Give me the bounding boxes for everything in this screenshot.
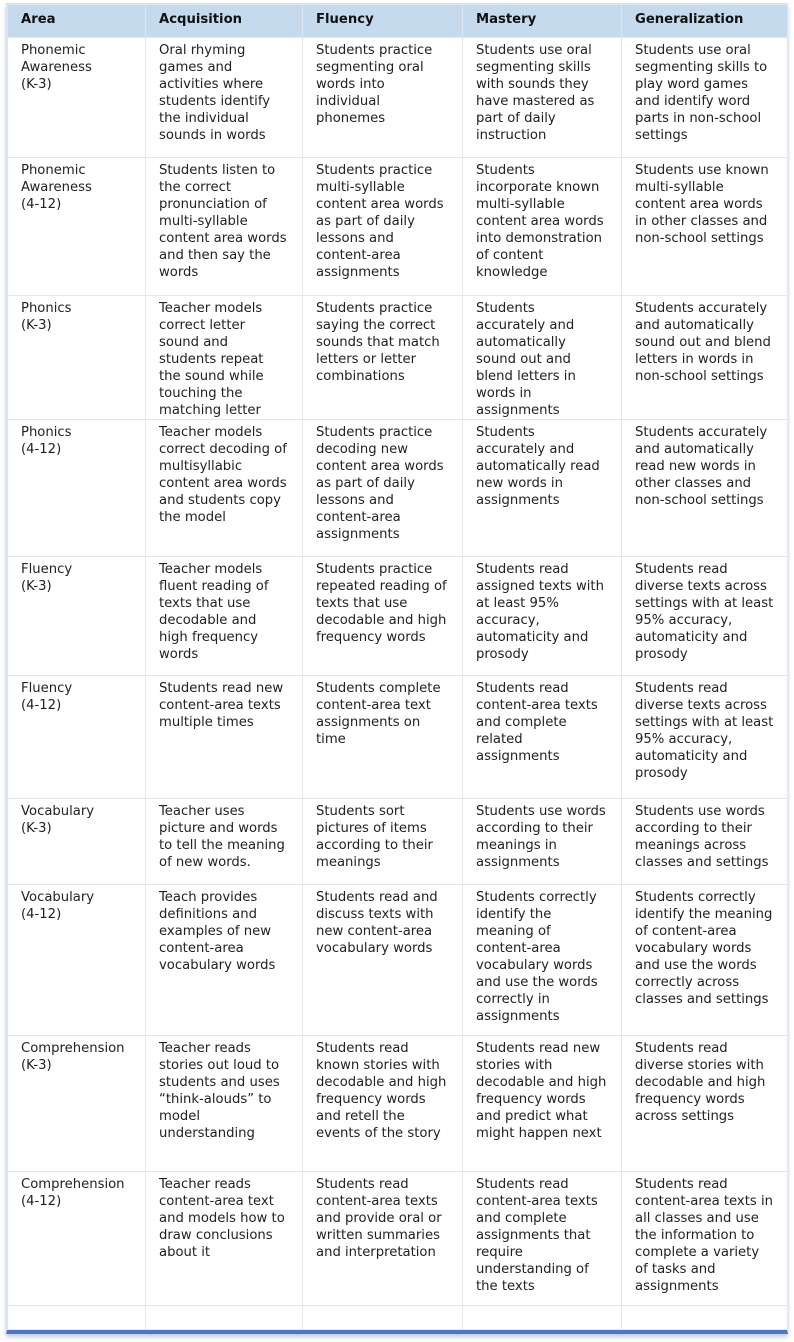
cell-acquisition: Teacher models fluent reading of texts t… <box>145 556 303 676</box>
cell-fluency: Students practice saying the correct sou… <box>302 295 463 420</box>
cell-fluency: Students practice multi-syllable content… <box>302 157 463 296</box>
column-header-area: Area <box>7 4 146 38</box>
cell-area: Fluency (K-3) <box>7 556 146 676</box>
cell-generalization: Students correctly identify the meaning … <box>621 884 788 1036</box>
table-row: Vocabulary (K-3) Teacher uses picture and … <box>7 798 788 885</box>
cell-generalization: Students read diverse texts across setti… <box>621 556 788 676</box>
cell-mastery: Students incorporate known multi-syllabl… <box>462 157 622 296</box>
cell-generalization: Students read diverse texts across setti… <box>621 675 788 799</box>
cell-generalization: Students use words according to their me… <box>621 798 788 885</box>
cell-area: Comprehension (K-3) <box>7 1035 146 1172</box>
cell-mastery: Students use oral segmenting skills with… <box>462 37 622 158</box>
cell-generalization: Students read diverse stories with decod… <box>621 1035 788 1172</box>
cell-acquisition: Teacher reads content-area text and mode… <box>145 1171 303 1306</box>
cell-generalization: Students read content-area texts in all … <box>621 1171 788 1306</box>
cell-generalization: Students use known multi-syllable conten… <box>621 157 788 296</box>
table-row: Comprehension (4-12) Teacher reads content… <box>7 1171 788 1306</box>
cell-acquisition: Teacher reads stories out loud to studen… <box>145 1035 303 1172</box>
cell-area: Vocabulary (4-12) <box>7 884 146 1036</box>
cell-generalization: Students accurately and automatically so… <box>621 295 788 420</box>
cell-acquisition: Teacher models correct letter sound and … <box>145 295 303 420</box>
cell-fluency: Students read and discuss texts with new… <box>302 884 463 1036</box>
cell-area: Comprehension (4-12) <box>7 1171 146 1306</box>
table-row: Vocabulary (4-12) Teach provides definitio… <box>7 884 788 1036</box>
reading-skills-table-container: Area Acquisition Fluency Mastery Generalizat… <box>6 3 788 1334</box>
cell-area: Phonics (4-12) <box>7 419 146 557</box>
cell-generalization: Students accurately and automatically re… <box>621 419 788 557</box>
cell-area <box>7 1305 146 1330</box>
header-row: Area Acquisition Fluency Mastery Generalizat… <box>7 4 788 38</box>
cell-area: Vocabulary (K-3) <box>7 798 146 885</box>
table-row: Phonics (K-3) Teacher models correct lette… <box>7 295 788 420</box>
column-header-fluency: Fluency <box>302 4 463 38</box>
cell-acquisition <box>145 1305 303 1330</box>
cell-mastery: Students correctly identify the meaning … <box>462 884 622 1036</box>
cell-fluency: Students read content-area texts and pro… <box>302 1171 463 1306</box>
cell-mastery <box>462 1305 622 1330</box>
table-row: Fluency (K-3) Teacher models fluent readin… <box>7 556 788 676</box>
cell-acquisition: Students read new content-area texts mul… <box>145 675 303 799</box>
cell-mastery: Students accurately and automatically re… <box>462 419 622 557</box>
cell-mastery: Students read content-area texts and com… <box>462 675 622 799</box>
table-row <box>7 1305 788 1330</box>
cell-generalization <box>621 1305 788 1330</box>
table-row: Phonemic Awareness (4-12) Students listen t… <box>7 157 788 296</box>
cell-acquisition: Teacher models correct decoding of multi… <box>145 419 303 557</box>
cell-area: Phonics (K-3) <box>7 295 146 420</box>
cell-generalization: Students use oral segmenting skills to p… <box>621 37 788 158</box>
cell-area: Phonemic Awareness (K-3) <box>7 37 146 158</box>
cell-mastery: Students accurately and automatically so… <box>462 295 622 420</box>
table-row: Phonics (4-12) Teacher models correct deco… <box>7 419 788 557</box>
cell-fluency: Students practice repeated reading of te… <box>302 556 463 676</box>
table-row: Fluency (4-12) Students read new content-a… <box>7 675 788 799</box>
reading-skills-table: Area Acquisition Fluency Mastery Generalizat… <box>7 4 788 1330</box>
cell-area: Fluency (4-12) <box>7 675 146 799</box>
cell-fluency: Students practice decoding new content a… <box>302 419 463 557</box>
cell-area: Phonemic Awareness (4-12) <box>7 157 146 296</box>
table-row: Phonemic Awareness (K-3) Oral rhyming games… <box>7 37 788 158</box>
cell-fluency: Students complete content-area text assi… <box>302 675 463 799</box>
cell-mastery: Students use words according to their me… <box>462 798 622 885</box>
table-row: Comprehension (K-3) Teacher reads stories … <box>7 1035 788 1172</box>
cell-mastery: Students read new stories with decodable… <box>462 1035 622 1172</box>
cell-fluency: Students practice segmenting oral words … <box>302 37 463 158</box>
cell-mastery: Students read assigned texts with at lea… <box>462 556 622 676</box>
cell-fluency: Students read known stories with decodab… <box>302 1035 463 1172</box>
cell-acquisition: Oral rhyming games and activities where … <box>145 37 303 158</box>
cell-acquisition: Teacher uses picture and words to tell t… <box>145 798 303 885</box>
column-header-mastery: Mastery <box>462 4 622 38</box>
cell-mastery: Students read content-area texts and com… <box>462 1171 622 1306</box>
cell-fluency: Students sort pictures of items accordin… <box>302 798 463 885</box>
cell-acquisition: Students listen to the correct pronuncia… <box>145 157 303 296</box>
cell-fluency <box>302 1305 463 1330</box>
cell-acquisition: Teach provides definitions and examples … <box>145 884 303 1036</box>
column-header-acquisition: Acquisition <box>145 4 303 38</box>
column-header-generalization: Generalization <box>621 4 788 38</box>
